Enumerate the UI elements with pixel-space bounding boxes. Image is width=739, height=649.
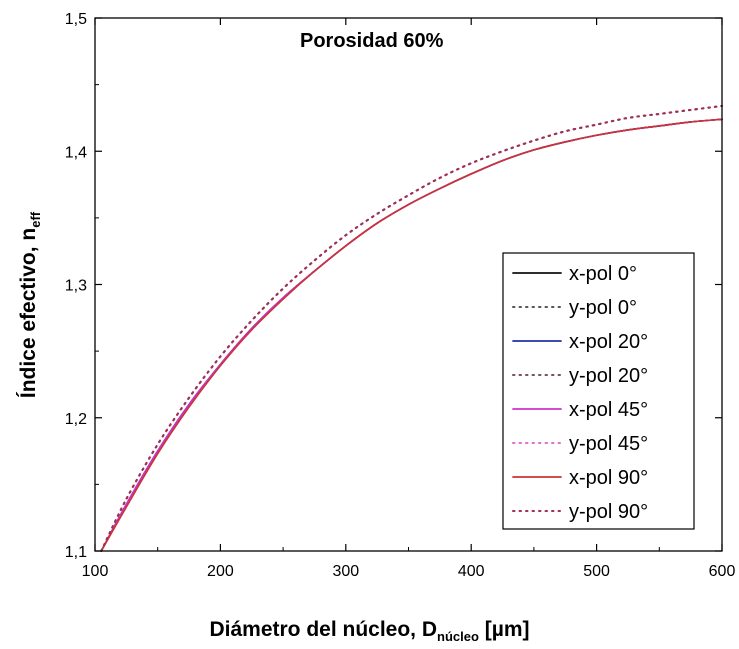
y-tick-label: 1,2	[65, 411, 87, 428]
y-tick-label: 1,5	[65, 11, 87, 28]
x-tick-label: 300	[332, 563, 359, 580]
tick-layer: 100 200 300 400 500 600 1,1 1,2 1,3 1,4 1,5	[65, 11, 736, 580]
y-axis-label-main: Índice efectivo, n	[16, 227, 40, 399]
legend-box	[502, 252, 695, 530]
x-tick-label: 600	[709, 563, 736, 580]
legend-label: y-pol 90°	[569, 501, 648, 523]
x-axis-label: Diámetro del núcleo, Dnúcleo [µm]	[0, 618, 739, 644]
legend-label: x-pol 45°	[569, 399, 648, 421]
legend: x-pol 0° y-pol 0° x-pol 20° y-pol 20° x-pol …	[502, 252, 695, 530]
y-tick-label: 1,4	[65, 144, 87, 161]
series-line-7	[100, 104, 723, 552]
x-axis-label-sub: núcleo	[437, 629, 479, 645]
y-tick-label: 1,3	[65, 278, 87, 295]
chart-annotation: Porosidad 60%	[300, 30, 444, 52]
legend-label: x-pol 90°	[569, 467, 648, 489]
legend-label: x-pol 0°	[569, 263, 637, 285]
legend-label: y-pol 45°	[569, 433, 648, 455]
y-tick-label: 1,1	[65, 544, 87, 561]
legend-label: y-pol 20°	[569, 365, 648, 387]
y-axis-label-sub: eff	[28, 211, 44, 228]
series-line-6	[100, 118, 723, 552]
x-tick-label: 400	[458, 563, 485, 580]
legend-label: x-pol 20°	[569, 331, 648, 353]
x-tick-label: 500	[583, 563, 610, 580]
x-axis-label-main: Diámetro del núcleo, D	[209, 618, 438, 641]
x-tick-label: 100	[82, 563, 109, 580]
x-tick-label: 200	[207, 563, 234, 580]
series-layer	[100, 104, 723, 552]
x-axis-label-unit: [µm]	[478, 618, 530, 641]
y-axis-label: Índice efectivo, neff	[17, 212, 43, 398]
legend-label: y-pol 0°	[569, 297, 637, 319]
